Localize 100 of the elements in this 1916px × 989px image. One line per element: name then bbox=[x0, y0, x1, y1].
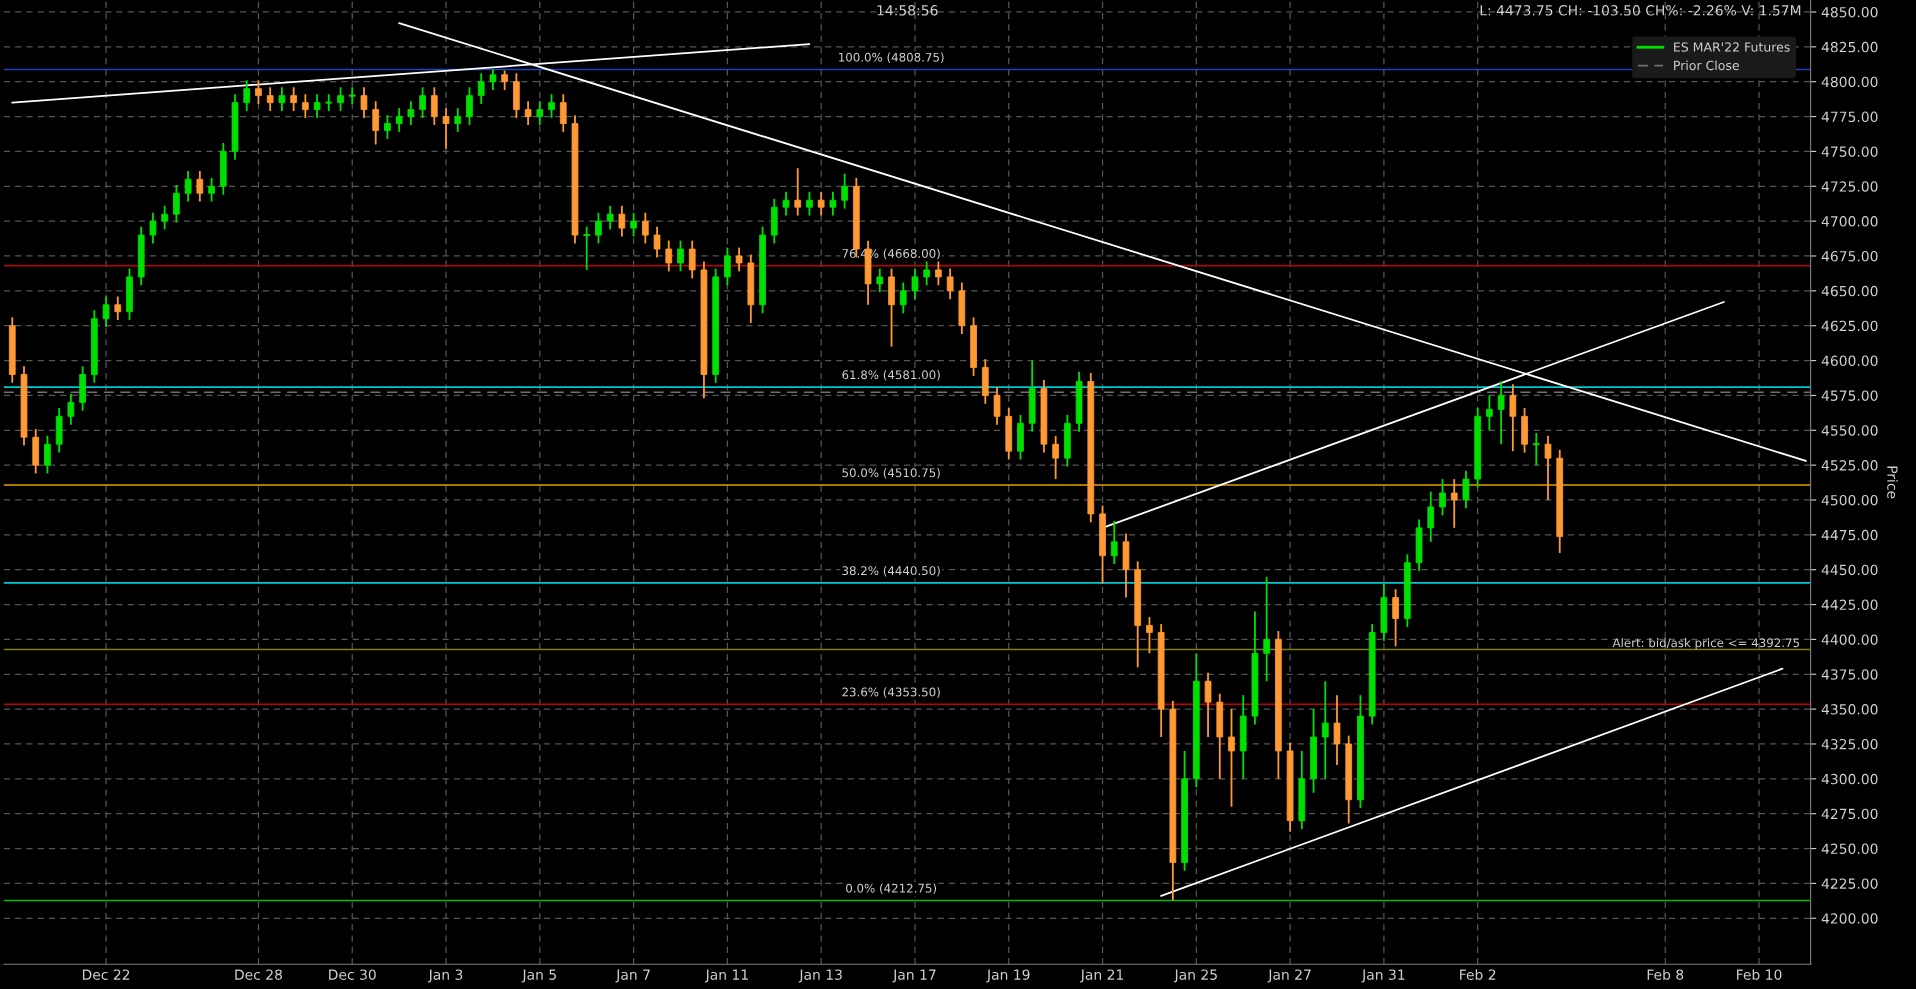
candlestick bbox=[993, 386, 1001, 426]
candlestick bbox=[255, 79, 262, 105]
candlestick bbox=[1450, 478, 1458, 529]
candlestick bbox=[1204, 671, 1212, 738]
y-tick-label: 4725.00 bbox=[1821, 181, 1878, 192]
candlestick bbox=[1333, 694, 1341, 766]
x-tick-label: Feb 8 bbox=[1647, 969, 1684, 980]
candlestick bbox=[595, 211, 602, 245]
annotation: Alert: bid/ask price <= 4392.75 bbox=[1612, 638, 1800, 650]
y-tick-label: 4850.00 bbox=[1821, 6, 1878, 18]
candlestick bbox=[653, 225, 661, 259]
y-tick-label: 4750.00 bbox=[1821, 146, 1878, 157]
y-tick-label: 4325.00 bbox=[1821, 738, 1878, 750]
candlestick bbox=[1497, 380, 1505, 446]
candlestick bbox=[266, 86, 274, 112]
candlestick bbox=[829, 190, 837, 217]
y-tick-label: 4800.00 bbox=[1821, 76, 1878, 88]
candlestick bbox=[442, 107, 450, 150]
candlestick bbox=[348, 86, 356, 105]
x-tick-label: Dec 30 bbox=[329, 969, 376, 980]
candlestick bbox=[384, 114, 391, 140]
x-tick-label: Jan 13 bbox=[798, 969, 842, 983]
candlestick bbox=[841, 172, 848, 210]
candlestick bbox=[196, 170, 204, 203]
candlestick bbox=[395, 107, 403, 133]
candlestick bbox=[946, 267, 954, 301]
y-tick-label: 4275.00 bbox=[1821, 808, 1878, 820]
candlestick bbox=[501, 69, 508, 91]
candlestick bbox=[899, 281, 907, 315]
candlestick bbox=[923, 260, 931, 287]
candlestick bbox=[184, 170, 192, 203]
y-tick-label: 4375.00 bbox=[1821, 669, 1878, 680]
candlestick bbox=[372, 100, 380, 146]
candlestick bbox=[1427, 490, 1435, 543]
x-tick-label: Jan 19 bbox=[986, 969, 1030, 983]
ref-line-label: 38.2% (4440.50) bbox=[842, 565, 940, 577]
candlestick bbox=[782, 190, 790, 217]
candlestick bbox=[935, 260, 942, 287]
x-tick-label: Jan 25 bbox=[1173, 969, 1217, 983]
candlestick bbox=[1110, 519, 1118, 566]
ref-line-label: 61.8% (4581.00) bbox=[842, 370, 940, 381]
candlestick bbox=[1392, 588, 1399, 648]
candlestick bbox=[911, 267, 919, 301]
x-tick-label: Jan 21 bbox=[1080, 969, 1123, 983]
candlestick bbox=[536, 100, 544, 126]
y-tick-label: 4300.00 bbox=[1821, 773, 1878, 785]
candlestick bbox=[630, 211, 637, 238]
candlestick bbox=[606, 204, 614, 231]
candlestick bbox=[290, 86, 297, 112]
candlestick bbox=[477, 72, 485, 105]
candlestick bbox=[559, 93, 567, 133]
candlestick bbox=[1532, 432, 1540, 467]
candlestick bbox=[208, 177, 215, 203]
candlestick bbox=[688, 239, 696, 280]
y-tick-label: 4625.00 bbox=[1821, 320, 1878, 332]
candlestick bbox=[173, 183, 180, 224]
y-tick-label: 4650.00 bbox=[1821, 285, 1878, 297]
y-tick-label: 4400.00 bbox=[1821, 634, 1878, 645]
candlestick bbox=[407, 100, 415, 126]
x-tick-label: Jan 27 bbox=[1267, 969, 1311, 983]
candlestick bbox=[489, 68, 497, 91]
y-tick-label: 4550.00 bbox=[1821, 425, 1878, 436]
x-tick-label: Jan 11 bbox=[704, 969, 748, 983]
candlestick bbox=[794, 167, 802, 217]
candlestick bbox=[1509, 383, 1517, 453]
y-tick-label: 4675.00 bbox=[1821, 250, 1878, 262]
x-tick-label: Dec 22 bbox=[82, 969, 130, 980]
y-tick-label: 4500.00 bbox=[1821, 494, 1878, 506]
candlestick bbox=[243, 79, 251, 112]
candlestick bbox=[1439, 478, 1446, 517]
ref-line-label: 50.0% (4510.75) bbox=[842, 468, 940, 479]
ref-line-label: 23.6% (4353.50) bbox=[842, 687, 940, 698]
legend-label: ES MAR'22 Futures bbox=[1674, 42, 1790, 52]
candlestick bbox=[302, 93, 309, 119]
candlestick bbox=[677, 239, 684, 273]
candlestick bbox=[278, 86, 286, 112]
candlestick bbox=[1146, 616, 1153, 655]
candlestick bbox=[1052, 434, 1059, 480]
candlestick bbox=[641, 211, 649, 245]
candlestick bbox=[876, 267, 884, 294]
candlestick bbox=[524, 100, 532, 126]
y-tick-label: 4450.00 bbox=[1821, 564, 1878, 576]
candlestick bbox=[1228, 708, 1235, 808]
candlestick bbox=[325, 93, 333, 112]
candlestick bbox=[1462, 469, 1470, 510]
y-tick-label: 4775.00 bbox=[1821, 111, 1878, 123]
candlestick bbox=[313, 93, 321, 119]
candlestick bbox=[430, 86, 438, 126]
y-tick-label: 4350.00 bbox=[1821, 704, 1878, 715]
ref-line-label: 100.0% (4808.75) bbox=[839, 52, 944, 64]
candlestick bbox=[806, 190, 813, 217]
candlestick bbox=[337, 86, 344, 112]
x-tick-label: Dec 28 bbox=[235, 969, 282, 980]
x-tick-label: Feb 10 bbox=[1737, 969, 1782, 980]
candlestick bbox=[1321, 680, 1329, 780]
candlestick bbox=[548, 93, 555, 119]
ref-line-label: 0.0% (4212.75) bbox=[846, 883, 937, 895]
candlestick bbox=[102, 295, 110, 329]
y-axis-title: Price bbox=[1887, 466, 1898, 499]
candlestick bbox=[583, 225, 591, 271]
